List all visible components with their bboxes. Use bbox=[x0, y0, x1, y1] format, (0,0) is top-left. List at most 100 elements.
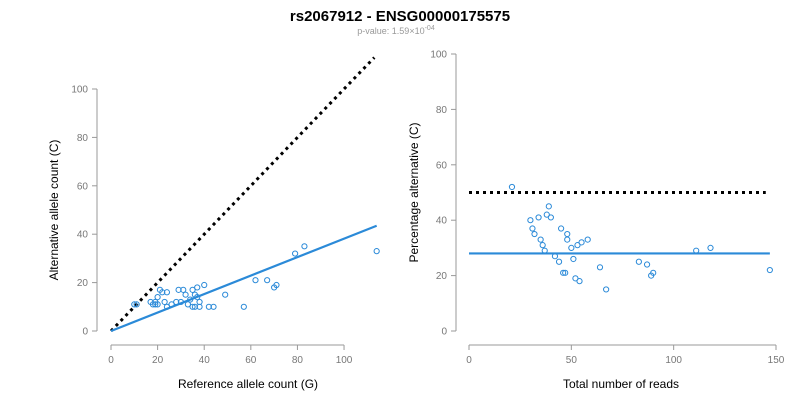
data-point bbox=[531, 230, 538, 238]
y-tick-label: 80 bbox=[436, 105, 448, 116]
data-point bbox=[222, 291, 229, 298]
data-point bbox=[574, 242, 581, 249]
data-point bbox=[252, 277, 259, 284]
diagonal-dotted-line bbox=[109, 56, 376, 333]
data-point bbox=[180, 286, 187, 293]
data-point bbox=[551, 253, 559, 260]
y-tick-label: 0 bbox=[82, 327, 88, 338]
data-point bbox=[154, 294, 161, 301]
x-axis-label: Reference allele count (G) bbox=[178, 377, 318, 391]
data-point bbox=[541, 247, 548, 254]
x-tick-label: 100 bbox=[665, 355, 682, 366]
data-point bbox=[584, 236, 591, 243]
data-point bbox=[564, 230, 571, 238]
data-point bbox=[161, 298, 168, 306]
data-point bbox=[578, 239, 585, 246]
y-tick-label: 60 bbox=[436, 160, 448, 171]
data-point bbox=[175, 286, 182, 293]
y-axis-label: Percentage alternative (C) bbox=[407, 122, 421, 262]
data-point bbox=[539, 242, 546, 249]
data-point bbox=[187, 296, 194, 303]
data-point bbox=[154, 301, 161, 308]
data-point bbox=[159, 289, 166, 296]
data-point bbox=[273, 281, 280, 289]
data-point bbox=[196, 303, 203, 310]
data-point bbox=[173, 298, 180, 306]
right-panel-percentage-alternative: 0 50 100 150 0 20 40 60 80 100 Total number of rea… bbox=[407, 50, 785, 392]
y-tick-label: 100 bbox=[71, 85, 88, 96]
data-point bbox=[643, 261, 651, 268]
data-point bbox=[131, 301, 138, 308]
x-tick-label: 150 bbox=[768, 355, 785, 366]
data-point bbox=[568, 244, 575, 251]
data-point bbox=[562, 269, 569, 276]
data-point bbox=[168, 301, 175, 308]
data-point bbox=[635, 258, 642, 265]
data-point bbox=[547, 214, 554, 221]
data-point bbox=[545, 203, 552, 210]
data-point bbox=[194, 284, 201, 291]
y-tick-label: 80 bbox=[77, 133, 89, 144]
data-point bbox=[189, 286, 196, 293]
x-tick-label: 80 bbox=[292, 355, 304, 366]
data-point bbox=[555, 258, 563, 265]
data-point bbox=[693, 247, 700, 254]
data-point bbox=[189, 303, 196, 310]
data-point bbox=[558, 225, 565, 232]
data-point bbox=[301, 243, 308, 250]
data-point bbox=[133, 301, 140, 308]
data-point bbox=[603, 286, 610, 293]
data-point bbox=[201, 281, 208, 289]
data-point bbox=[163, 289, 171, 296]
data-point bbox=[576, 278, 583, 285]
data-point bbox=[292, 250, 299, 257]
figure-title: rs2067912 - ENSG00000175575 bbox=[290, 8, 510, 25]
x-tick-label: 50 bbox=[566, 355, 578, 366]
x-axis-label: Total number of reads bbox=[563, 377, 679, 391]
x-tick-label: 0 bbox=[108, 355, 114, 366]
data-point bbox=[527, 217, 534, 224]
fit-line bbox=[110, 224, 378, 333]
x-tick-label: 20 bbox=[152, 355, 164, 366]
x-tick-label: 40 bbox=[199, 355, 211, 366]
x-tick-label: 60 bbox=[245, 355, 257, 366]
data-point bbox=[596, 264, 604, 271]
y-tick-label: 20 bbox=[77, 278, 89, 289]
data-point bbox=[210, 303, 217, 310]
data-point bbox=[184, 301, 192, 308]
data-point bbox=[191, 303, 198, 310]
y-tick-label: 100 bbox=[430, 50, 447, 61]
data-point bbox=[240, 303, 247, 310]
y-tick-label: 40 bbox=[77, 230, 89, 241]
y-tick-label: 60 bbox=[77, 181, 89, 192]
p-value-prefix: p-value: 1.59×10 bbox=[357, 26, 424, 36]
y-tick-label: 20 bbox=[436, 271, 448, 282]
data-point bbox=[707, 244, 714, 251]
y-tick-label: 40 bbox=[436, 216, 448, 227]
y-tick-label: 0 bbox=[441, 327, 447, 338]
data-point bbox=[205, 303, 212, 310]
data-point bbox=[194, 294, 201, 301]
data-point bbox=[543, 211, 550, 218]
data-point bbox=[537, 236, 544, 243]
data-point bbox=[529, 225, 536, 232]
data-point bbox=[535, 214, 542, 221]
data-point bbox=[570, 255, 577, 263]
data-point bbox=[373, 248, 380, 255]
data-point bbox=[508, 183, 516, 191]
x-tick-label: 0 bbox=[466, 355, 472, 366]
data-point bbox=[572, 275, 579, 282]
x-tick-label: 100 bbox=[336, 355, 353, 366]
data-point bbox=[152, 301, 159, 308]
data-point bbox=[182, 291, 189, 298]
data-point bbox=[163, 303, 171, 310]
data-point bbox=[650, 269, 657, 276]
data-point bbox=[264, 277, 271, 284]
data-point bbox=[560, 269, 567, 276]
y-axis-label: Alternative allele count (C) bbox=[47, 140, 61, 281]
data-point bbox=[564, 236, 571, 243]
left-panel-allele-counts: 0 20 40 60 80 100 0 20 40 60 80 100 Reference allele… bbox=[47, 56, 380, 391]
data-point bbox=[177, 298, 185, 306]
data-point bbox=[766, 266, 773, 274]
